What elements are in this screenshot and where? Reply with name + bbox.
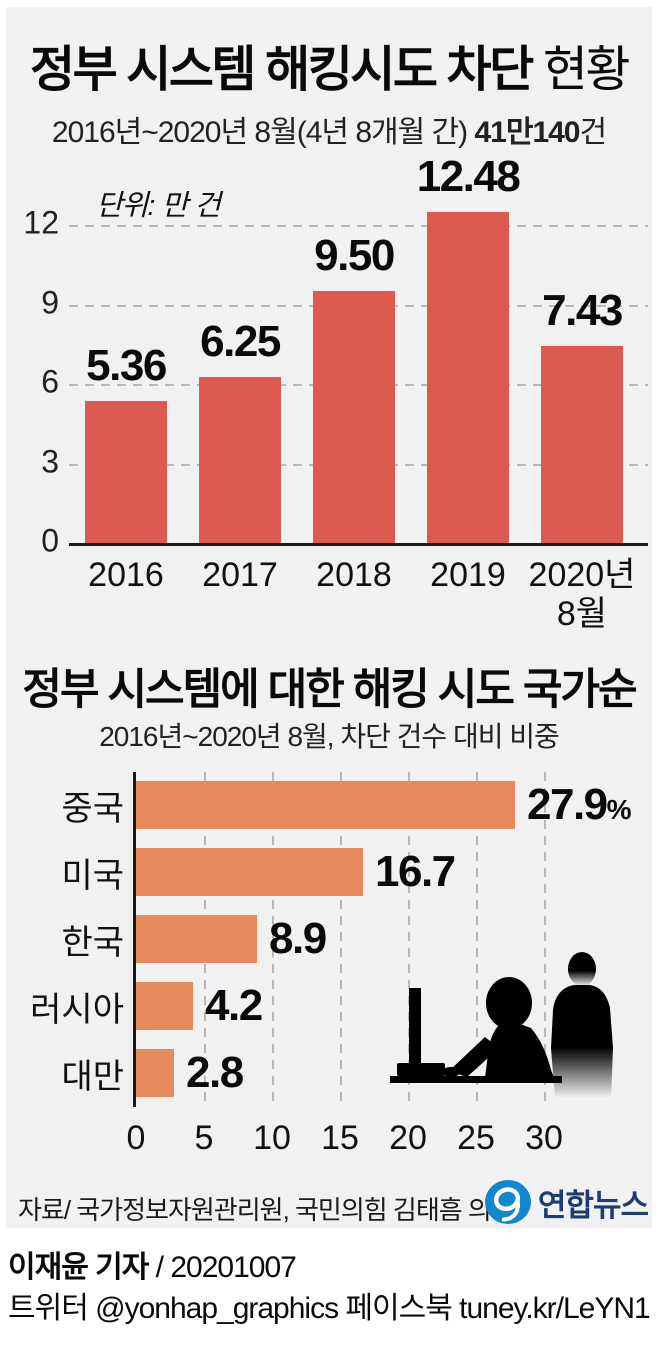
- y-axis-tick-label: 3: [41, 443, 59, 480]
- page-subtitle-suffix: 건: [579, 116, 608, 149]
- bar-2018: [313, 291, 395, 543]
- gridline-x-20: [408, 772, 410, 1107]
- chart1-unit-label: 단위: 만 건: [96, 190, 221, 222]
- byline-date: / 20201007: [148, 1251, 297, 1284]
- reporter-name: 이재윤 기자: [8, 1251, 149, 1284]
- page-title-light: 현황: [531, 43, 631, 97]
- y-axis-tick-label: 0: [41, 522, 59, 559]
- country-row-중국: 중국 27.9%: [61, 780, 632, 829]
- y-axis-tick-label: 6: [41, 363, 59, 400]
- x-axis-tick-label: 30: [525, 1119, 563, 1157]
- x-axis-tick-label: 10: [253, 1119, 291, 1157]
- standing-person-silhouette: [551, 952, 613, 1098]
- page-subtitle-prefix: 2016년~2020년 8월(4년 8개월 간): [51, 116, 475, 149]
- page-subtitle: 2016년~2020년 8월(4년 8개월 간) 41만140건: [0, 107, 658, 151]
- bar-value-label: 7.43: [542, 286, 623, 335]
- gridline-y-12: [69, 225, 648, 227]
- data-source-text: 자료/ 국가정보자원관리원, 국민의힘 김태흠 의원: [18, 1195, 515, 1225]
- country-row-대만: 대만 2.8: [61, 1048, 618, 1097]
- gridline-x-25: [476, 772, 478, 1107]
- y-axis-tick-label: 9: [41, 284, 59, 321]
- bar-value-label: 12.48: [416, 152, 521, 201]
- bar-미국: [136, 848, 363, 896]
- blocked-hacking-bar-chart: 12 9 6 3 0 5.36 2016 6.25 2017 9.50 2018 12.48 2019 7…: [23, 152, 648, 633]
- x-axis-tick-label: 0: [126, 1119, 146, 1157]
- bar-value-label: 2.8: [186, 1048, 244, 1097]
- country-row-러시아: 러시아 4.2: [30, 981, 618, 1030]
- bar-한국: [136, 915, 257, 963]
- gridline-x-10: [272, 772, 274, 1107]
- bar-2017: [199, 377, 281, 543]
- country-label: 대만: [61, 1057, 124, 1096]
- reporter-byline: 이재윤 기자 / 20201007: [8, 1242, 297, 1286]
- x-axis-tick-label: 20: [389, 1119, 427, 1157]
- country-label: 미국: [61, 856, 124, 895]
- bar-value-label: 8.9: [269, 914, 327, 963]
- x-axis-category-label: 2020년 8월: [528, 556, 636, 634]
- x-axis-category-label: 2017: [202, 556, 278, 594]
- bar-2016: [85, 401, 167, 543]
- bar-2019: [427, 212, 509, 543]
- yonhap-news-logo: 연합뉴스: [484, 1178, 649, 1226]
- bar-value-label: 4.2: [205, 981, 263, 1030]
- bar-value-label: 16.7: [375, 847, 456, 896]
- country-row-한국: 한국 8.9: [61, 914, 618, 963]
- x-axis-tick-label: 15: [321, 1119, 359, 1157]
- x-axis-tick-label: 5: [194, 1119, 214, 1157]
- bar-2020년 8월: [541, 346, 623, 543]
- hacking-by-country-bar-chart: 0 5 10 15 20 25 30 중국 27.9% 미국 16.7 한국 8.9 러시아 4.2 대만 2.…: [30, 772, 632, 1157]
- country-label: 중국: [61, 789, 124, 828]
- country-row-미국: 미국 16.7: [61, 847, 618, 896]
- computer-monitor-icon: [390, 988, 562, 1083]
- section2-title: 정부 시스템에 대한 해킹 시도 국가순: [22, 666, 637, 714]
- total-count-highlight: 41만140: [474, 116, 580, 149]
- bar-value-label: 9.50: [314, 231, 395, 280]
- bar-러시아: [136, 982, 193, 1030]
- seated-hacker-silhouette: [442, 977, 555, 1080]
- gridline-x-15: [340, 772, 342, 1107]
- x-axis-tick-label: 25: [457, 1119, 495, 1157]
- bar-중국: [136, 781, 515, 829]
- bar-value-label: 5.36: [86, 341, 167, 390]
- yonhap-logo-icon: [484, 1180, 531, 1224]
- y-axis-tick-label: 12: [23, 204, 59, 241]
- percent-suffix: %: [606, 794, 632, 825]
- gridline-x-30: [544, 772, 546, 1107]
- yonhap-logo-text: 연합뉴스: [537, 1187, 649, 1223]
- country-label: 한국: [61, 923, 124, 962]
- page-title-strong: 정부 시스템 해킹시도 차단: [29, 43, 534, 97]
- bar-대만: [136, 1049, 174, 1097]
- x-axis-category-label: 2018: [316, 556, 392, 594]
- section2-subtitle: 2016년~2020년 8월, 차단 건수 대비 비중: [99, 721, 560, 752]
- bar-value-label: 27.9%: [527, 780, 632, 829]
- page-title: 정부 시스템 해킹시도 차단 현황: [0, 30, 658, 101]
- bar-value-label: 6.25: [200, 317, 281, 366]
- hacker-silhouette-illustration: [390, 952, 613, 1098]
- x-axis-category-label: 2019: [430, 556, 506, 594]
- country-label: 러시아: [30, 990, 124, 1029]
- x-axis-category-label: 2016: [88, 556, 164, 594]
- social-links-line: 트위터 @yonhap_graphics 페이스북 tuney.kr/LeYN1: [8, 1292, 651, 1325]
